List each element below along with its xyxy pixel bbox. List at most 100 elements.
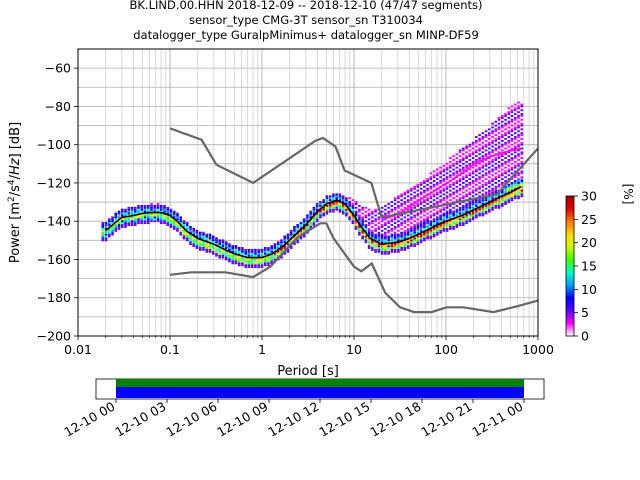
heatmap-cell: [488, 210, 491, 213]
heatmap-cell: [432, 220, 436, 223]
heatmap-cell: [423, 201, 426, 204]
heatmap-cell: [481, 145, 485, 148]
heatmap-cell: [380, 233, 384, 236]
heatmap-cell: [520, 185, 524, 188]
heatmap-cell: [458, 155, 462, 158]
heatmap-cell: [312, 210, 316, 213]
heatmap-cell: [497, 122, 501, 125]
heatmap-cell: [384, 250, 387, 253]
heatmap-cell: [348, 216, 351, 219]
heatmap-cell: [315, 218, 319, 221]
heatmap-cell: [491, 126, 494, 129]
heatmap-cell: [455, 170, 459, 173]
heatmap-cell: [254, 262, 257, 265]
heatmap-cell: [322, 201, 325, 204]
heatmap-cell: [380, 235, 384, 238]
heatmap-cell: [514, 180, 517, 182]
heatmap-cell: [361, 235, 364, 238]
x-tick-label: 10: [346, 342, 362, 357]
heatmap-cell: [393, 222, 397, 225]
heatmap-cell: [403, 229, 407, 232]
heatmap-cell: [328, 203, 332, 205]
heatmap-cell: [257, 248, 260, 251]
heatmap-cell: [202, 241, 205, 244]
heatmap-cell: [410, 225, 413, 228]
heatmap-cell: [471, 162, 475, 165]
heatmap-cell: [127, 212, 131, 215]
heatmap-cell: [423, 180, 426, 182]
heatmap-cell: [127, 216, 131, 219]
heatmap-cell: [510, 137, 514, 140]
heatmap-cell: [254, 254, 257, 257]
heatmap-cell: [159, 208, 163, 211]
heatmap-cell: [514, 166, 517, 169]
heatmap-cell: [488, 172, 491, 175]
heatmap-cell: [468, 174, 472, 177]
heatmap-cell: [406, 208, 410, 211]
heatmap-cell: [488, 157, 491, 160]
heatmap-cell: [507, 139, 511, 142]
heatmap-cell: [445, 185, 449, 188]
heatmap-cell: [484, 155, 488, 158]
heatmap-cell: [159, 220, 163, 223]
heatmap-cell: [377, 212, 381, 215]
heatmap-cell: [306, 220, 309, 223]
heatmap-cell: [488, 203, 491, 205]
heatmap-cell: [146, 210, 150, 213]
heatmap-cell: [153, 218, 157, 221]
heatmap-cell: [289, 229, 293, 232]
heatmap-cell: [497, 145, 501, 148]
heatmap-cell: [436, 174, 439, 177]
heatmap-cell: [335, 203, 338, 205]
heatmap-cell: [419, 233, 423, 236]
heatmap-cell: [182, 224, 186, 226]
heatmap-cell: [244, 248, 248, 251]
heatmap-cell: [377, 216, 381, 219]
heatmap-cell: [514, 197, 517, 200]
heatmap-cell: [478, 187, 481, 190]
heatmap-cell: [462, 159, 465, 161]
heatmap-cell: [471, 214, 475, 217]
heatmap-cell: [451, 178, 454, 181]
heatmap-cell: [169, 212, 173, 215]
heatmap-cell: [491, 132, 494, 135]
heatmap-cell: [491, 170, 494, 173]
heatmap-cell: [302, 235, 306, 238]
heatmap-cell: [325, 201, 329, 204]
heatmap-cell: [299, 237, 303, 240]
heatmap-cell: [471, 195, 475, 198]
heatmap-cell: [520, 195, 524, 198]
heatmap-cell: [488, 208, 491, 211]
heatmap-cell: [445, 204, 449, 207]
heatmap-cell: [494, 204, 498, 207]
heatmap-cell: [348, 197, 351, 200]
heatmap-cell: [429, 185, 433, 188]
heatmap-cell: [133, 206, 137, 209]
heatmap-cell: [436, 220, 439, 223]
heatmap-cell: [445, 227, 449, 230]
heatmap-cell: [426, 208, 429, 211]
heatmap-cell: [341, 201, 345, 204]
heatmap-cell: [374, 233, 377, 236]
heatmap-cell: [159, 212, 163, 215]
y-tick-label: −180: [37, 290, 71, 305]
heatmap-cell: [494, 199, 498, 202]
heatmap-cell: [166, 208, 170, 211]
heatmap-cell: [221, 243, 225, 246]
heatmap-cell: [384, 247, 387, 249]
heatmap-cell: [426, 199, 429, 202]
heatmap-cell: [403, 203, 407, 205]
heatmap-cell: [338, 203, 342, 205]
heatmap-cell: [488, 176, 491, 179]
heatmap-cell: [501, 191, 504, 194]
heatmap-cell: [221, 254, 225, 257]
heatmap-cell: [208, 250, 212, 253]
heatmap-cell: [143, 210, 147, 213]
heatmap-cell: [364, 227, 368, 230]
heatmap-cell: [504, 201, 507, 204]
colorbar-tick-label: 15: [581, 259, 597, 274]
heatmap-cell: [452, 183, 455, 186]
heatmap-cell: [289, 239, 293, 242]
heatmap-cell: [384, 208, 387, 211]
